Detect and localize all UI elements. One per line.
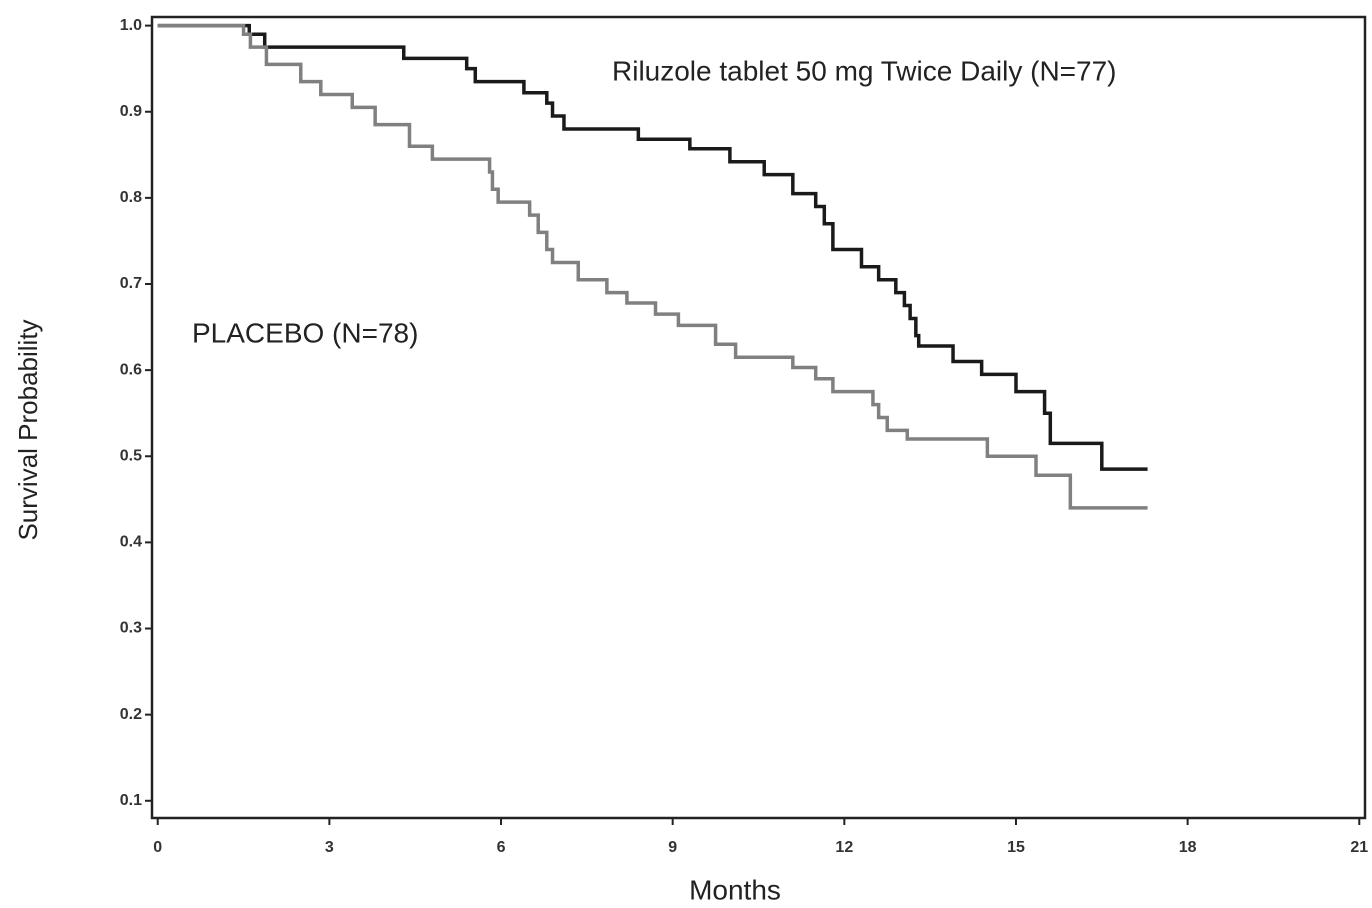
y-tick-label: 0.7: [120, 275, 142, 292]
x-tick-label: 12: [835, 839, 853, 856]
y-tick-label: 0.5: [120, 447, 142, 464]
y-tick-label: 0.1: [120, 792, 142, 809]
y-axis-label: Survival Probability: [13, 319, 43, 540]
x-tick-label: 6: [497, 839, 506, 856]
survival-curve: [157, 23, 1148, 471]
x-tick-label: 0: [153, 839, 162, 856]
y-tick-label: 0.9: [120, 103, 142, 120]
series-label: PLACEBO (N=78): [192, 317, 418, 348]
x-tick-label: 9: [668, 839, 677, 856]
y-tick-label: 1.0: [120, 17, 142, 34]
survival-curve: [157, 23, 1148, 510]
x-tick-label: 15: [1007, 839, 1025, 856]
plot-frame: [150, 15, 1367, 820]
x-axis-label: Months: [689, 874, 781, 905]
y-tick-label: 0.3: [120, 620, 142, 637]
y-tick-label: 0.8: [120, 189, 142, 206]
x-tick-label: 21: [1350, 839, 1368, 856]
y-tick-label: 0.6: [120, 361, 142, 378]
x-tick-label: 3: [325, 839, 334, 856]
series-label: Riluzole tablet 50 mg Twice Daily (N=77): [612, 55, 1116, 86]
y-tick-label: 0.2: [120, 706, 142, 723]
y-tick-label: 0.4: [120, 534, 142, 551]
x-tick-label: 18: [1179, 839, 1197, 856]
